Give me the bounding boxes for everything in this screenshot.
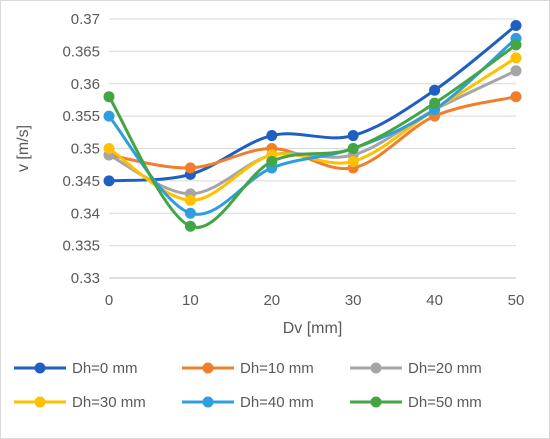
data-point: [184, 194, 196, 206]
data-point: [429, 84, 441, 96]
data-point: [184, 162, 196, 174]
y-tick-label: 0.33: [71, 270, 100, 287]
x-tick-label: 50: [508, 292, 525, 309]
y-tick-label: 0.37: [71, 11, 100, 28]
series-1: [103, 19, 522, 187]
legend-item: Dh=30 mm: [14, 394, 146, 411]
data-point: [103, 175, 115, 187]
y-tick-label: 0.365: [62, 43, 100, 60]
series-line: [107, 36, 518, 216]
y-tick-label: 0.35: [71, 141, 100, 158]
legend-item: Dh=0 mm: [14, 360, 137, 377]
legend-label: Dh=10 mm: [240, 360, 314, 377]
x-tick-label: 30: [345, 292, 362, 309]
x-tick-label: 40: [426, 292, 443, 309]
data-point: [510, 39, 522, 51]
legend-item: Dh=40 mm: [182, 394, 314, 411]
data-point: [103, 143, 115, 154]
x-tick-label: 20: [263, 292, 280, 309]
axes: 0.33 0.335 0.34 0.345 0.35 0.355 0.36 0.365 0.37…: [62, 11, 524, 309]
data-point: [429, 97, 441, 109]
x-axis-title: Dv [mm]: [283, 320, 343, 337]
legend-label: Dh=20 mm: [408, 360, 482, 377]
y-tick-label: 0.36: [71, 76, 100, 93]
legend-marker: [34, 396, 46, 408]
data-point: [347, 155, 359, 167]
legend-marker: [370, 396, 382, 408]
data-point: [347, 143, 359, 154]
legend-item: Dh=50 mm: [350, 394, 482, 411]
legend-item: Dh=20 mm: [350, 360, 482, 377]
data-point: [347, 130, 359, 142]
legend-marker: [370, 362, 382, 374]
series-6: [103, 39, 522, 232]
y-axis-title: v [m/s]: [15, 125, 32, 172]
data-point: [103, 91, 115, 103]
y-tick-label: 0.345: [62, 173, 100, 190]
x-tick-label: 0: [105, 292, 113, 309]
legend-label: Dh=30 mm: [72, 394, 146, 411]
data-point: [103, 110, 115, 122]
x-tick-label: 10: [182, 292, 199, 309]
y-tick-label: 0.335: [62, 238, 100, 255]
series-line: [107, 43, 518, 229]
y-tick-label: 0.355: [62, 108, 100, 125]
legend-item: Dh=10 mm: [182, 360, 314, 377]
legend-marker: [202, 362, 214, 374]
data-point: [510, 65, 522, 77]
data-point: [510, 91, 522, 103]
series-line: [107, 23, 518, 183]
legend-label: Dh=0 mm: [72, 360, 137, 377]
data-point: [184, 220, 196, 232]
legend-label: Dh=40 mm: [240, 394, 314, 411]
series-line: [107, 95, 518, 171]
y-tick-label: 0.34: [71, 205, 100, 222]
legend-marker: [202, 396, 214, 408]
legend-label: Dh=50 mm: [408, 394, 482, 411]
legend-marker: [34, 362, 46, 374]
data-point: [184, 207, 196, 219]
data-point: [510, 52, 522, 64]
data-point: [266, 130, 278, 142]
data-point: [266, 155, 278, 167]
legend: Dh=0 mm Dh=10 mm Dh=20 mm Dh=30 mm Dh=40 mm D…: [14, 360, 482, 411]
series-lines: [103, 19, 522, 232]
data-point: [510, 19, 522, 31]
